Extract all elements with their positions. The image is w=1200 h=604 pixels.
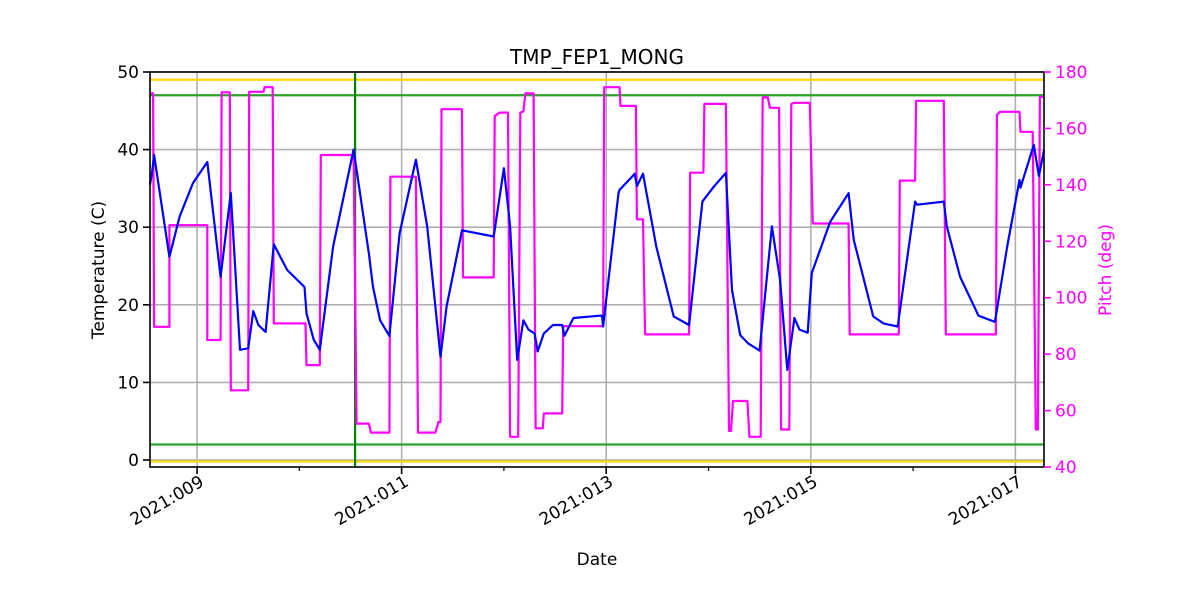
x-tick-label: 2021:017: [945, 472, 1026, 530]
reference-lines: [150, 72, 1044, 467]
y-right-tick-label: 160: [1055, 119, 1087, 139]
chart-title: TMP_FEP1_MONG: [509, 45, 684, 69]
plot-frame: [149, 71, 1045, 468]
y-right-tick-label: 120: [1055, 232, 1087, 252]
y-tick-label: 30: [117, 218, 139, 238]
y-right-tick-label: 60: [1055, 402, 1077, 422]
x-tick-label: 2021:009: [127, 472, 208, 530]
y-right-tick-label: 140: [1055, 176, 1087, 196]
y-tick-label: 0: [128, 451, 139, 471]
x-tick-label: 2021:011: [332, 472, 413, 530]
x-tick-label: 2021:015: [741, 472, 822, 530]
y-axis-label-right: Pitch (deg): [1096, 224, 1116, 316]
x-tick-label: 2021:013: [536, 472, 617, 530]
temperature-series-line: [148, 143, 1046, 372]
pitch-series-line: [150, 86, 1044, 438]
y-right-tick-label: 80: [1055, 345, 1077, 365]
y-tick-label: 50: [117, 63, 139, 83]
y-tick-label: 10: [117, 373, 139, 393]
x-axis-label: Date: [577, 550, 618, 570]
y-right-tick-label: 40: [1055, 458, 1077, 478]
y-tick-label: 20: [117, 296, 139, 316]
y-right-tick-label: 180: [1055, 63, 1087, 83]
y-tick-label: 40: [117, 141, 139, 161]
plot-lines: [148, 86, 1046, 438]
grid: [150, 71, 1044, 467]
y-axis-label: Temperature (C): [89, 201, 109, 340]
y-right-tick-label: 100: [1055, 289, 1087, 309]
